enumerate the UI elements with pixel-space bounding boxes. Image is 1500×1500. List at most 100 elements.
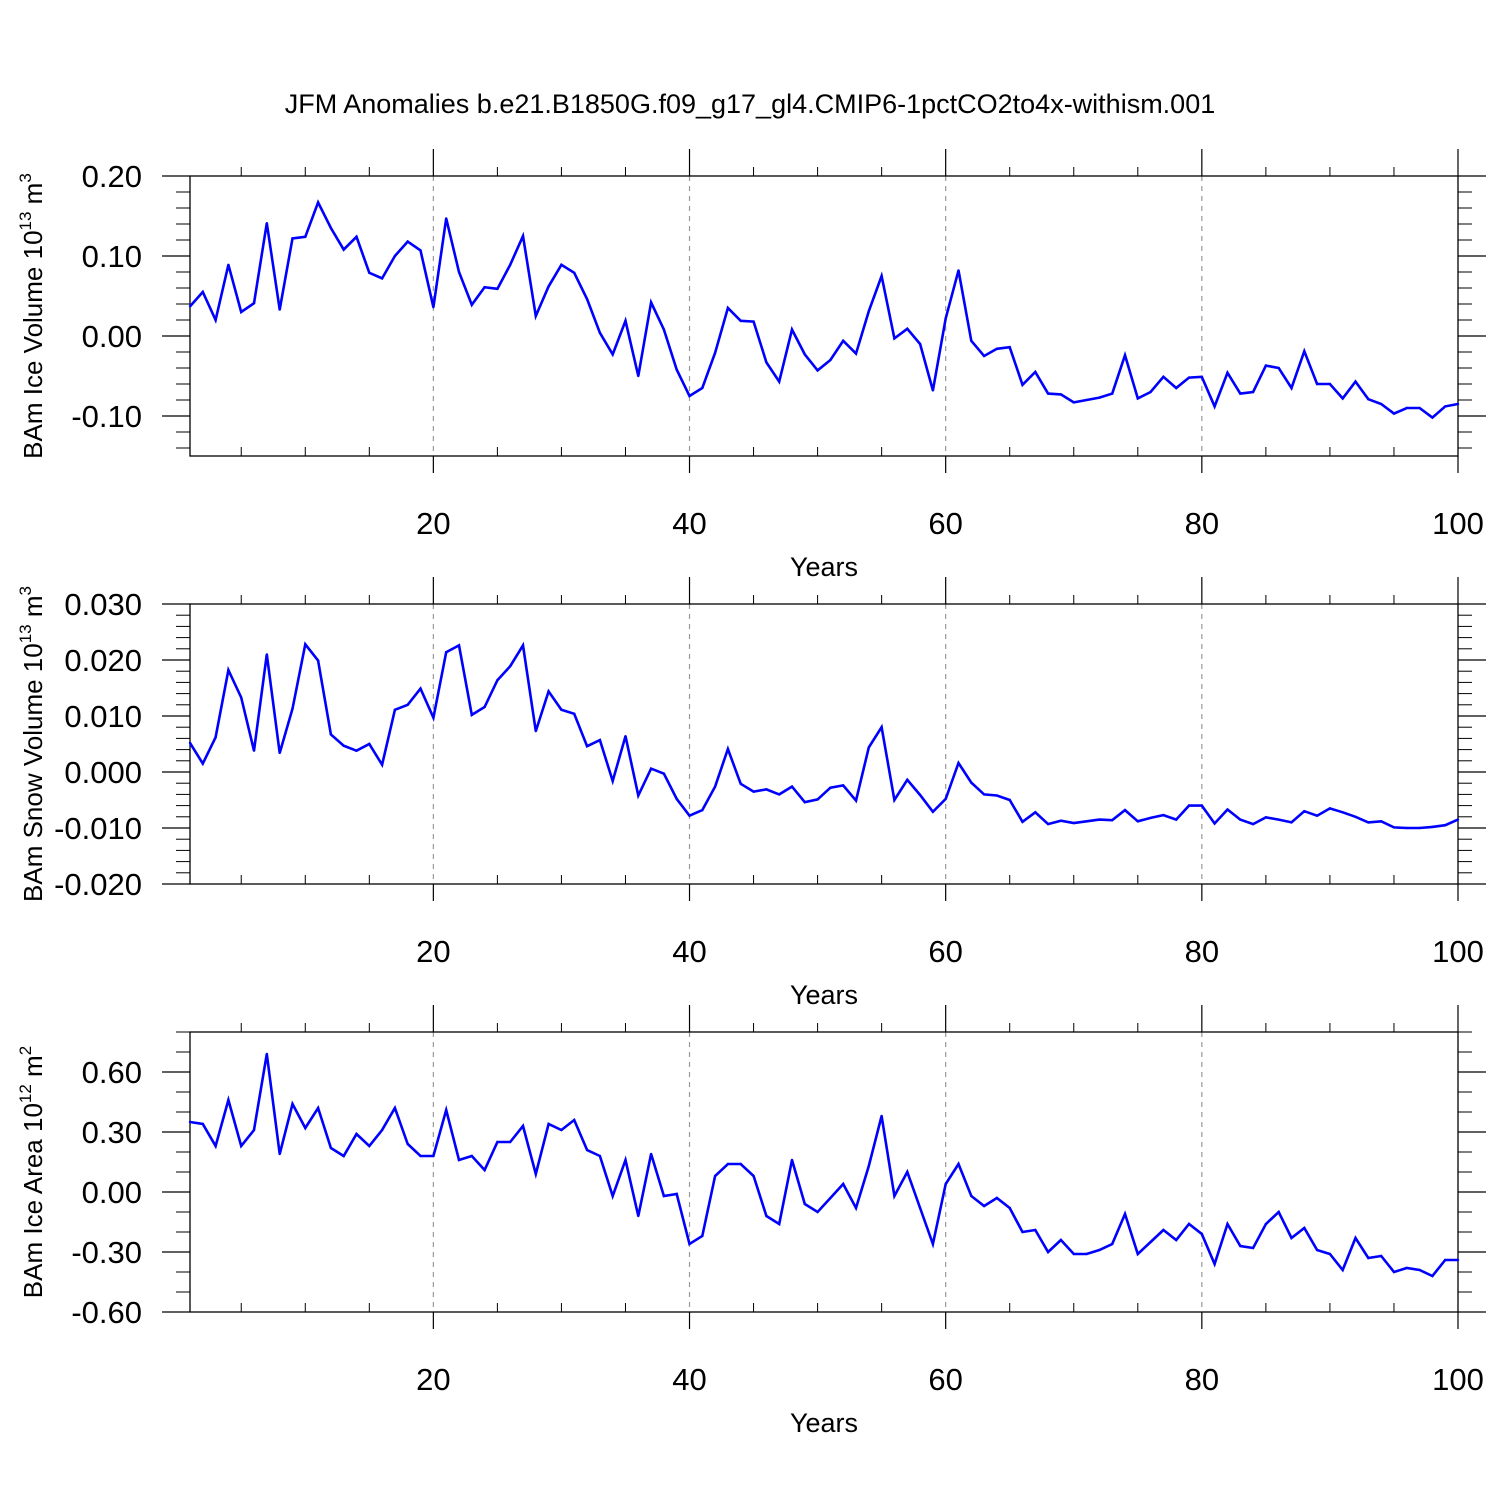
data-point: [368, 742, 371, 746]
data-point: [829, 1196, 832, 1200]
data-point: [1085, 820, 1088, 823]
data-point: [1200, 1232, 1204, 1236]
data-point: [701, 386, 704, 390]
data-point: [1418, 1268, 1421, 1272]
data-point: [457, 644, 461, 647]
data-point: [713, 785, 717, 788]
data-point: [777, 1222, 781, 1226]
data-point: [1264, 1222, 1268, 1226]
data-point: [380, 763, 384, 766]
data-point: [944, 797, 947, 801]
data-point: [1328, 1252, 1332, 1256]
x-tick-label: 100: [1432, 506, 1484, 541]
data-point: [1264, 364, 1268, 367]
data-point: [201, 290, 205, 294]
data-point: [1200, 375, 1204, 378]
data-point: [1226, 1222, 1229, 1226]
data-point: [342, 744, 345, 747]
data-point: [329, 226, 333, 230]
data-point: [739, 1162, 742, 1166]
data-point: [1008, 1206, 1011, 1210]
data-point: [867, 1164, 871, 1168]
data-point: [918, 1206, 922, 1210]
data-point: [906, 1170, 909, 1174]
data-point: [1456, 402, 1460, 406]
x-tick-label: 40: [672, 506, 706, 541]
data-point: [521, 234, 525, 238]
data-point: [265, 653, 269, 656]
data-point: [201, 1122, 205, 1126]
chart-panel-1: 20 40 60 80 100 -0.10 0.00 0.10 0.20 Years BAm Ice…: [16, 149, 1486, 582]
data-point: [573, 1118, 576, 1122]
data-point: [624, 1158, 627, 1162]
data-point: [867, 746, 871, 749]
data-point: [829, 358, 832, 362]
data-point: [1046, 822, 1050, 826]
data-point: [368, 271, 371, 274]
data-point: [393, 1106, 397, 1110]
data-point: [1328, 382, 1332, 386]
data-point: [1175, 386, 1178, 390]
x-axis-label: Years: [790, 980, 858, 1010]
data-point: [1251, 822, 1255, 826]
y-tick-label: 0.010: [64, 699, 142, 734]
y-axis-label-exp2: 2: [16, 1046, 35, 1055]
data-point: [1239, 392, 1242, 395]
data-point: [1431, 1274, 1434, 1278]
data-point: [675, 1192, 678, 1196]
data-point: [893, 337, 896, 340]
data-point: [240, 696, 243, 699]
data-point: [1303, 1226, 1306, 1230]
data-point: [662, 772, 666, 775]
data-point: [432, 1154, 435, 1158]
data-point: [1085, 1252, 1088, 1256]
data-point: [457, 270, 461, 274]
data-point: [1034, 370, 1037, 374]
data-point: [1277, 818, 1280, 821]
data-point: [1098, 818, 1101, 821]
data-point: [1162, 1228, 1165, 1232]
data-point: [611, 1194, 614, 1198]
data-point: [1175, 1238, 1178, 1242]
y-axis-label-exp1: 13: [16, 624, 35, 643]
data-point: [1431, 825, 1434, 829]
data-point: [842, 784, 845, 787]
x-axis-label: Years: [790, 552, 858, 582]
data-point: [675, 368, 678, 371]
data-point: [1443, 824, 1447, 827]
data-point: [291, 237, 294, 240]
data-point: [188, 305, 192, 308]
data-point: [1059, 1238, 1063, 1242]
data-point: [355, 749, 358, 752]
y-tick-label: 0.30: [82, 1115, 142, 1150]
data-point: [1162, 375, 1165, 378]
data-point: [1418, 826, 1421, 830]
data-point: [1456, 1258, 1460, 1262]
data-point: [1175, 818, 1178, 821]
data-point: [1379, 820, 1383, 823]
y-axis-label-text: BAm Ice Volume 10: [18, 230, 48, 458]
data-point: [419, 1154, 422, 1158]
data-point: [790, 1158, 794, 1162]
y-tick-label: 0.00: [82, 319, 142, 354]
y-axis-label: BAm Ice Area 1012 m2: [16, 1046, 48, 1298]
data-point: [1021, 820, 1024, 824]
data-point: [854, 352, 858, 355]
data-point: [1264, 816, 1268, 819]
data-point: [1187, 804, 1191, 807]
data-point: [1303, 810, 1306, 813]
data-point: [1341, 1268, 1344, 1272]
data-point: [278, 751, 281, 755]
data-point: [483, 286, 486, 289]
data-point: [675, 797, 678, 801]
data-point: [1443, 405, 1447, 408]
data-point: [1367, 398, 1370, 401]
data-point: [227, 668, 230, 672]
data-point: [252, 1128, 256, 1132]
data-point: [509, 1140, 512, 1144]
data-point: [1315, 1248, 1319, 1252]
data-point: [188, 741, 192, 745]
data-point: [380, 277, 384, 280]
data-point: [419, 249, 422, 252]
data-point: [547, 1122, 550, 1126]
